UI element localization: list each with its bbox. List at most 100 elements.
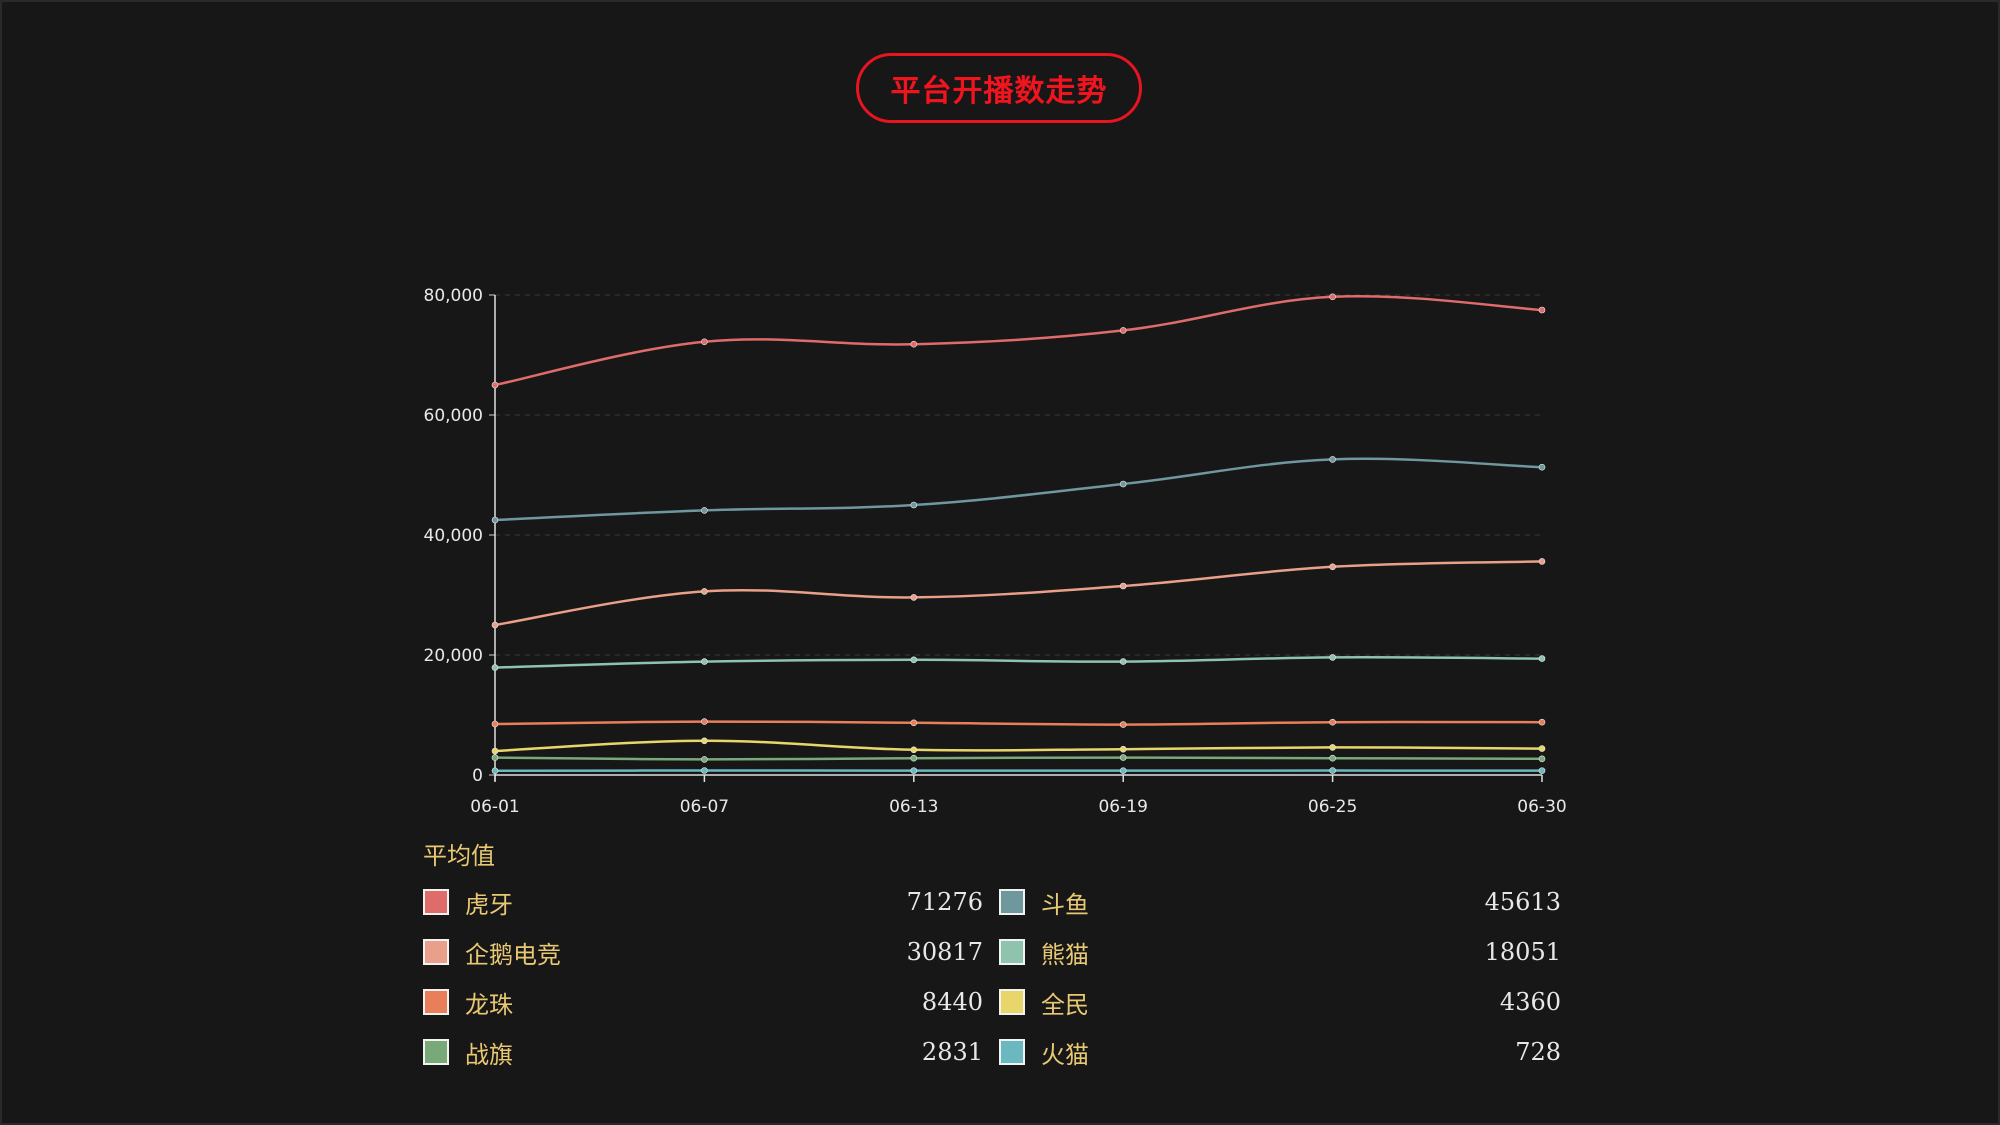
data-point[interactable] [1329, 563, 1336, 571]
data-point[interactable] [1329, 754, 1336, 762]
data-point[interactable] [1119, 767, 1127, 774]
data-point[interactable] [1329, 718, 1336, 726]
data-point[interactable] [1538, 655, 1546, 662]
series-line [494, 656, 1543, 669]
data-point[interactable] [701, 718, 708, 725]
data-point[interactable] [1329, 293, 1336, 301]
legend-item[interactable]: 龙珠 8440 [423, 985, 983, 1019]
data-point[interactable] [491, 720, 499, 728]
data-point[interactable] [1329, 654, 1336, 661]
legend-item[interactable]: 火猫 728 [999, 1035, 1561, 1069]
legend-swatch [423, 939, 449, 965]
data-point[interactable] [1329, 744, 1336, 751]
legend-swatch [999, 989, 1025, 1015]
data-point[interactable] [701, 756, 708, 763]
data-point[interactable] [1119, 658, 1127, 665]
legend-average-value: 30817 [906, 938, 983, 966]
data-point[interactable] [491, 621, 499, 629]
data-point[interactable] [1119, 327, 1127, 334]
data-point[interactable] [1329, 456, 1336, 463]
legend-swatch [999, 1039, 1025, 1065]
series-8 [491, 767, 1546, 775]
data-point[interactable] [910, 594, 918, 601]
data-point[interactable] [1119, 480, 1127, 488]
series-line [494, 294, 1543, 387]
x-tick-label: 06-19 [1098, 797, 1147, 817]
data-point[interactable] [1538, 745, 1546, 752]
x-tick-label: 06-01 [470, 797, 519, 817]
legend-label: 斗鱼 [1041, 890, 1089, 919]
series-4 [491, 654, 1546, 671]
legend-average-value: 18051 [1484, 938, 1561, 966]
x-tick-label: 06-13 [889, 797, 938, 817]
y-tick-label: 40,000 [424, 526, 483, 546]
data-point[interactable] [910, 656, 918, 664]
legend-average-value: 71276 [906, 888, 983, 916]
legend-label: 战旗 [465, 1040, 513, 1069]
data-point[interactable] [910, 501, 918, 509]
series-5 [491, 718, 1546, 728]
data-point[interactable] [701, 658, 708, 665]
data-point[interactable] [1538, 767, 1546, 774]
data-point[interactable] [1329, 767, 1336, 774]
data-point[interactable] [701, 338, 708, 346]
series-3 [491, 558, 1546, 629]
data-point[interactable] [1538, 755, 1546, 763]
y-tick-label: 60,000 [424, 406, 483, 426]
legend-label: 虎牙 [465, 890, 513, 919]
data-point[interactable] [491, 767, 499, 775]
legend-label: 龙珠 [465, 990, 513, 1019]
data-point[interactable] [491, 516, 499, 524]
legend-item[interactable]: 斗鱼 45613 [999, 885, 1561, 919]
data-point[interactable] [491, 747, 499, 755]
data-point[interactable] [701, 507, 708, 514]
legend-label: 熊猫 [1041, 940, 1089, 969]
legend-swatch [423, 1039, 449, 1065]
series-7 [491, 754, 1546, 763]
series-line [494, 720, 1543, 726]
y-tick-label: 20,000 [424, 646, 483, 666]
series-lines [491, 293, 1546, 775]
y-tick-label: 0 [472, 766, 483, 786]
axes: 0 20,000 40,000 60,000 80,000 06-01 06-07 06-13… [424, 286, 1567, 817]
data-point[interactable] [910, 754, 918, 762]
series-2 [491, 456, 1546, 524]
data-point[interactable] [1119, 745, 1127, 753]
data-point[interactable] [701, 588, 708, 595]
data-point[interactable] [1538, 463, 1546, 471]
data-point[interactable] [1538, 558, 1546, 565]
legend-item[interactable]: 熊猫 18051 [999, 935, 1561, 969]
chart-title: 平台开播数走势 [856, 53, 1142, 123]
legend-label: 企鹅电竞 [465, 940, 561, 969]
data-point[interactable] [910, 746, 918, 754]
legend-item[interactable]: 虎牙 71276 [423, 885, 983, 919]
data-point[interactable] [910, 767, 918, 774]
data-point[interactable] [491, 664, 499, 671]
data-point[interactable] [1538, 306, 1546, 314]
data-point[interactable] [701, 737, 708, 745]
x-tick-label: 06-07 [680, 797, 729, 817]
legend-item[interactable]: 全民 4360 [999, 985, 1561, 1019]
legend-swatch [423, 889, 449, 915]
data-point[interactable] [491, 754, 499, 761]
data-point[interactable] [910, 340, 918, 348]
x-tick-label: 06-30 [1517, 797, 1566, 817]
legend-label: 全民 [1041, 990, 1089, 1019]
data-point[interactable] [910, 719, 918, 727]
series-line [494, 756, 1543, 761]
legend-label: 火猫 [1041, 1040, 1089, 1069]
data-point[interactable] [1119, 582, 1127, 590]
data-point[interactable] [491, 381, 499, 389]
legend-item[interactable]: 战旗 2831 [423, 1035, 983, 1069]
grid-lines [495, 294, 1542, 656]
legend-swatch [999, 889, 1025, 915]
series-6 [491, 737, 1546, 755]
data-point[interactable] [701, 767, 708, 774]
data-point[interactable] [1119, 721, 1127, 728]
legend-item[interactable]: 企鹅电竞 30817 [423, 935, 983, 969]
legend-average-value: 728 [1515, 1038, 1561, 1066]
legend-average-value: 4360 [1499, 988, 1561, 1016]
data-point[interactable] [1119, 754, 1127, 761]
data-point[interactable] [1538, 718, 1546, 726]
